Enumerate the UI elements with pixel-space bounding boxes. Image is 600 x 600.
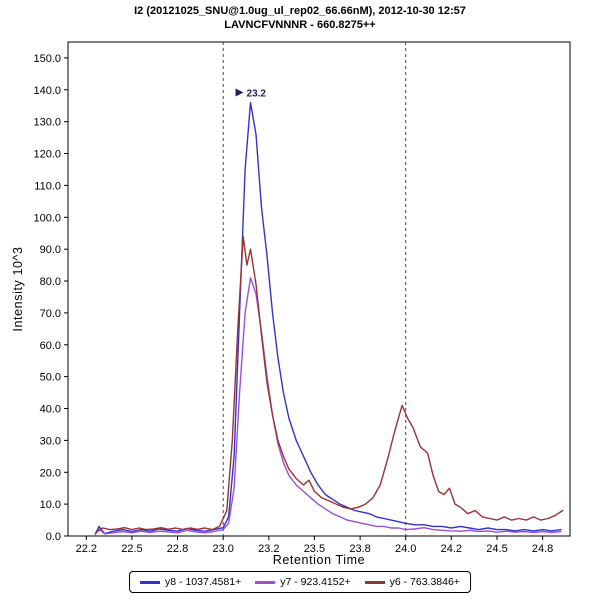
x-tick-label: 22.2	[76, 543, 97, 555]
legend-label: y7 - 923.4152+	[280, 576, 351, 588]
legend-item: y8 - 1037.4581+	[140, 576, 241, 588]
legend-marker	[140, 580, 161, 584]
x-tick-label: 24.5	[486, 543, 507, 555]
x-tick-label: 23.2	[258, 543, 279, 555]
y-tick-label: 80.0	[40, 276, 61, 288]
plot-area[interactable]	[67, 41, 571, 537]
legend-item: y6 - 763.3846+	[364, 576, 460, 588]
y-tick-label: 0.0	[46, 531, 61, 543]
y-tick-label: 20.0	[40, 467, 61, 479]
x-tick-label: 23.5	[304, 543, 325, 555]
y-tick-label: 120.0	[33, 149, 61, 161]
trace-y8[interactable]	[94, 101, 562, 535]
x-tick-label: 23.8	[349, 543, 370, 555]
legend-marker	[255, 580, 276, 584]
x-tick-label: 24.8	[532, 543, 553, 555]
chart-subtitle: LAVNCFVNNNR - 660.8275++	[224, 19, 376, 31]
y-tick-label: 70.0	[40, 308, 61, 320]
trace-y7[interactable]	[94, 277, 562, 536]
y-tick-label: 30.0	[40, 435, 61, 447]
y-tick-label: 40.0	[40, 404, 61, 416]
x-axis-title: Retention Time	[273, 553, 365, 567]
legend-label: y8 - 1037.4581+	[165, 576, 242, 588]
y-tick-label: 150.0	[33, 53, 61, 65]
x-tick-label: 22.5	[121, 543, 142, 555]
y-tick-label: 90.0	[40, 244, 61, 256]
y-axis-title: Intensity 10^3	[11, 246, 25, 331]
y-tick-label: 10.0	[40, 499, 61, 511]
y-tick-label: 140.0	[33, 85, 61, 97]
peak-arrow-icon	[235, 88, 244, 97]
chromatogram-chart[interactable]: Retention Time Intensity 10^3 0.0 10.0 20.…	[0, 30, 600, 575]
y-tick-label: 50.0	[40, 372, 61, 384]
x-tick-label: 23.0	[212, 543, 233, 555]
legend: y8 - 1037.4581+ y7 - 923.4152+ y6 - 763.38…	[129, 571, 471, 593]
legend-label: y6 - 763.3846+	[389, 576, 460, 588]
peak-rt-label: 23.2	[247, 89, 267, 100]
x-tick-label: 24.0	[395, 543, 416, 555]
y-tick-label: 130.0	[33, 117, 61, 129]
chart-title: I2 (20121025_SNU@1.0ug_ul_rep02_66.66nM)…	[134, 5, 466, 17]
y-tick-label: 60.0	[40, 340, 61, 352]
legend-marker	[364, 580, 385, 584]
y-tick-label: 100.0	[33, 212, 61, 224]
x-tick-label: 24.2	[441, 543, 462, 555]
legend-item: y7 - 923.4152+	[255, 576, 351, 588]
trace-y6[interactable]	[94, 235, 564, 534]
y-tick-label: 110.0	[34, 180, 61, 192]
x-tick-label: 22.8	[167, 543, 188, 555]
